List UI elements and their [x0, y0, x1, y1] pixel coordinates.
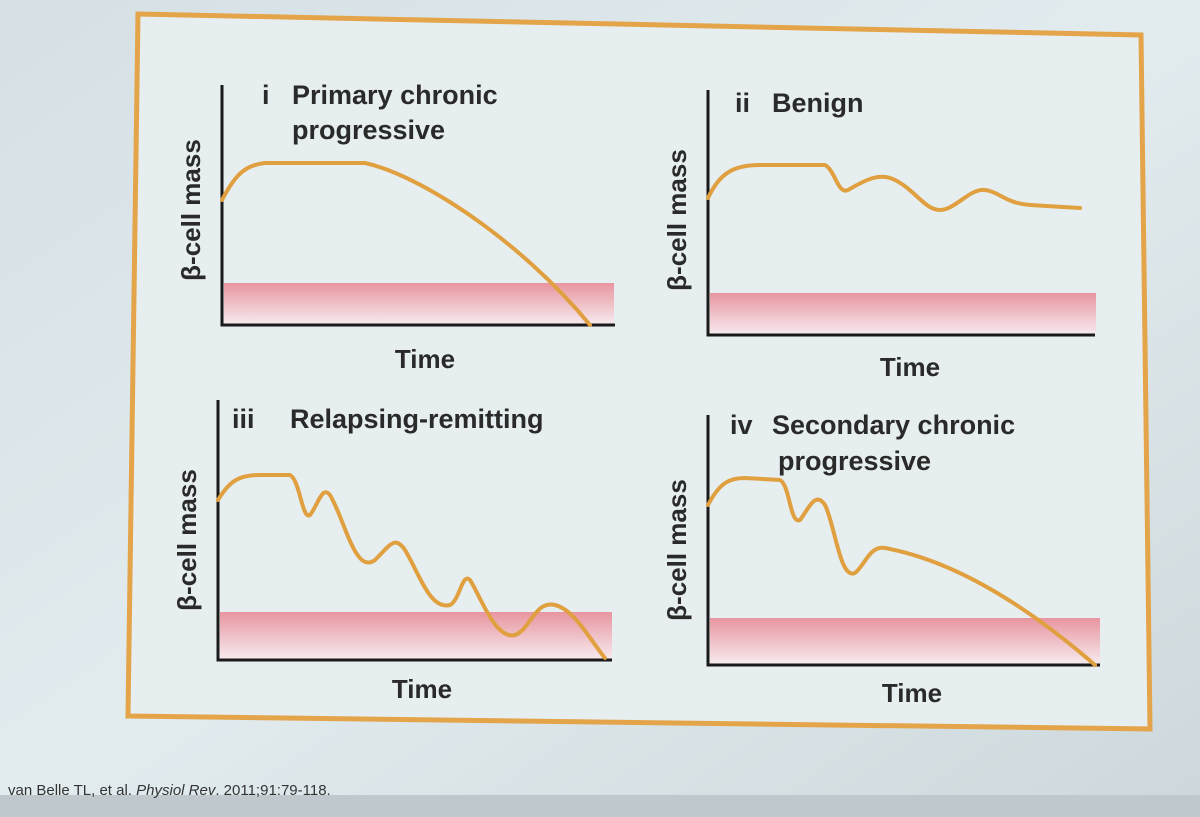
threshold-band [710, 293, 1096, 335]
threshold-band [710, 618, 1100, 665]
threshold-band [224, 283, 614, 325]
panel: i Primary chronic progressive β-cell mas… [176, 80, 615, 374]
citation-authors: van Belle TL, et al. [8, 782, 132, 799]
citation-details: . 2011;91:79-118. [215, 782, 330, 799]
curve [216, 473, 607, 660]
panel: iv Secondary chronic progressive β-cell … [662, 410, 1100, 708]
axes [220, 85, 615, 327]
axes [216, 400, 612, 662]
panel-title: Relapsing-remitting [290, 404, 544, 434]
panel: iii Relapsing-remitting β-cell mass Time [172, 400, 612, 704]
bottom-edge [0, 795, 1200, 817]
panel-title: Primary chronic [292, 80, 498, 110]
curve [706, 476, 1097, 667]
panel-title: progressive [778, 446, 931, 476]
axes [706, 415, 1100, 667]
panel-title: Benign [772, 88, 864, 118]
x-axis-label: Time [882, 678, 942, 708]
panel-numeral: ii [735, 88, 750, 118]
y-axis-label: β-cell mass [662, 479, 692, 621]
y-axis-label: β-cell mass [172, 469, 202, 611]
citation-journal: Physiol Rev [136, 782, 217, 799]
curve [220, 161, 592, 327]
panel-numeral: i [262, 80, 270, 110]
x-axis-label: Time [880, 352, 940, 382]
panel-title: progressive [292, 115, 445, 145]
citation: van Belle TL, et al. Physiol Rev. 2011;9… [8, 782, 331, 799]
panel-numeral: iv [730, 410, 753, 440]
x-axis-label: Time [392, 674, 452, 704]
panel: ii Benign β-cell mass Time [662, 88, 1096, 382]
y-axis-label: β-cell mass [176, 139, 206, 281]
panel-title: Secondary chronic [772, 410, 1015, 440]
x-axis-label: Time [395, 344, 455, 374]
axes [706, 90, 1095, 337]
panel-numeral: iii [232, 404, 255, 434]
y-axis-label: β-cell mass [662, 149, 692, 291]
threshold-band [220, 612, 612, 660]
curve [706, 163, 1082, 212]
